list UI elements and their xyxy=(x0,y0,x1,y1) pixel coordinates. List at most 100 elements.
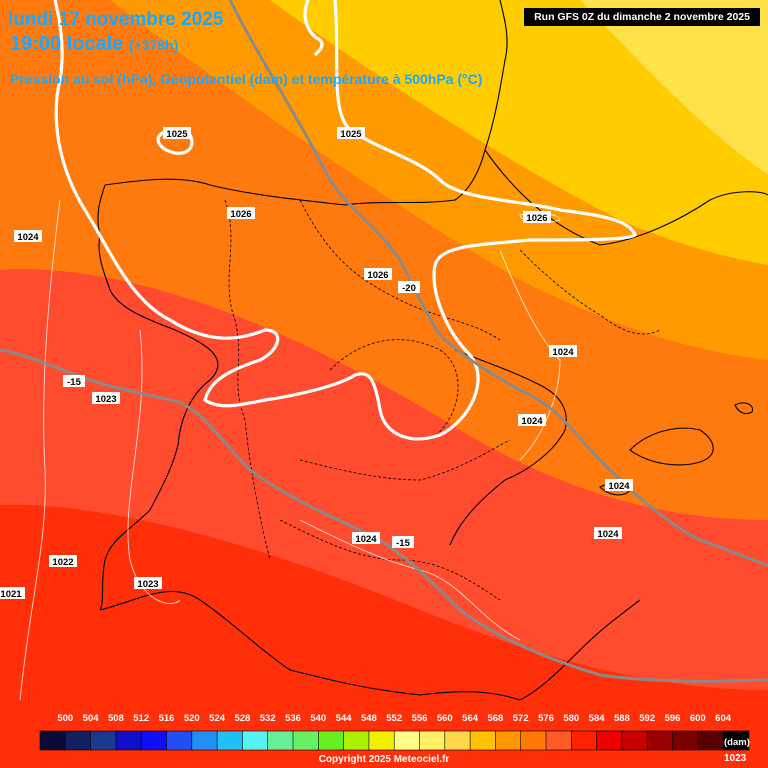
scale-label: 500 xyxy=(57,713,74,724)
scale-swatch xyxy=(343,730,370,751)
pressure-label-bg xyxy=(605,479,633,491)
scale-swatch xyxy=(520,730,547,751)
temperature-label: -20 xyxy=(402,283,416,294)
pressure-label-bg xyxy=(227,207,255,219)
pressure-label-bg xyxy=(92,392,120,404)
pressure-label: 1024 xyxy=(552,347,574,358)
scale-swatch xyxy=(621,730,649,751)
forecast-time: 19:00 locale (+378h) xyxy=(10,33,178,56)
pressure-label-bg xyxy=(352,532,380,544)
scale-label: 560 xyxy=(436,713,453,724)
forecast-offset: (+378h) xyxy=(128,37,179,53)
corner-value: 1023 xyxy=(724,753,747,764)
scale-swatch xyxy=(140,730,168,751)
scale-label: 600 xyxy=(689,713,706,724)
temperature-label-bg xyxy=(392,536,414,548)
pressure-label-bg xyxy=(364,268,392,280)
scale-label: 512 xyxy=(133,713,150,724)
scale-label: 508 xyxy=(107,713,124,724)
pressure-label-bg xyxy=(49,555,77,567)
color-scale xyxy=(39,730,750,751)
scale-swatch xyxy=(191,730,218,751)
scale-swatch xyxy=(166,730,193,751)
pressure-label: 1024 xyxy=(17,232,39,243)
scale-swatch xyxy=(545,730,573,751)
scale-label: 568 xyxy=(487,713,504,724)
scale-label: 580 xyxy=(563,713,580,724)
pressure-label-bg xyxy=(594,527,622,539)
scale-label: 556 xyxy=(411,713,428,724)
temperature-label-bg xyxy=(63,375,85,387)
scale-swatch xyxy=(292,730,320,751)
scale-swatch xyxy=(90,730,117,751)
scale-label: 596 xyxy=(664,713,681,724)
scale-swatch xyxy=(419,730,446,751)
scale-label: 572 xyxy=(512,713,529,724)
forecast-date: lundi 17 novembre 2025 xyxy=(8,9,224,30)
coastlines xyxy=(97,0,768,701)
scale-label: 520 xyxy=(183,713,200,724)
pressure-labels: 1025 1025 1026 1026 1026 1024 1024 1024 1024 1024… xyxy=(0,127,633,600)
scale-swatch xyxy=(368,730,395,751)
scale-label: 528 xyxy=(234,713,251,724)
scale-swatch xyxy=(469,730,497,751)
scale-swatch xyxy=(242,730,269,751)
pressure-label-bg xyxy=(549,345,577,357)
scale-unit: (dam) xyxy=(724,737,750,748)
copyright: Copyright 2025 Meteociel.fr xyxy=(318,754,450,765)
scale-label: 592 xyxy=(639,713,656,724)
scale-swatch xyxy=(697,730,724,751)
scale-label: 516 xyxy=(158,713,175,724)
pressure-label: 1026 xyxy=(230,209,251,220)
scale-label: 564 xyxy=(462,713,479,724)
scale-label: 584 xyxy=(588,713,605,724)
scale-swatch xyxy=(495,730,522,751)
scale-label: 548 xyxy=(360,713,377,724)
pressure-label-bg xyxy=(0,587,25,599)
pressure-label: 1024 xyxy=(608,481,630,492)
scale-label: 552 xyxy=(386,713,403,724)
pressure-label-bg xyxy=(134,577,162,589)
temperature-label: -15 xyxy=(67,377,81,388)
scale-label: 604 xyxy=(715,713,732,724)
scale-swatch xyxy=(444,730,471,751)
scale-swatch xyxy=(646,730,674,751)
pressure-label-bg xyxy=(337,127,365,139)
pressure-label-bg xyxy=(518,414,546,426)
scale-swatch xyxy=(393,730,421,751)
scale-swatch xyxy=(39,730,67,751)
pressure-label: 1025 xyxy=(340,129,362,140)
pressure-label: 1022 xyxy=(52,557,73,568)
scale-swatch xyxy=(65,730,92,751)
pressure-label: 1021 xyxy=(0,589,22,600)
pressure-label: 1026 xyxy=(526,213,547,224)
scale-label: 544 xyxy=(335,713,352,724)
run-info: Run GFS 0Z du dimanche 2 novembre 2025 xyxy=(524,8,760,26)
temperature-label: -15 xyxy=(396,538,410,549)
pressure-label: 1025 xyxy=(166,129,188,140)
scale-label: 576 xyxy=(538,713,554,724)
pressure-label: 1024 xyxy=(597,529,619,540)
scale-label: 540 xyxy=(310,713,327,724)
scale-label: 532 xyxy=(259,713,276,724)
scale-swatch xyxy=(115,730,143,751)
forecast-time-value: 19:00 locale xyxy=(10,33,124,55)
scale-swatch xyxy=(672,730,699,751)
scale-swatch xyxy=(722,730,750,751)
scale-swatch xyxy=(317,730,345,751)
temperature-labels: -20 -15 -15 xyxy=(63,281,420,549)
band-560 xyxy=(580,0,768,175)
pressure-label-bg xyxy=(523,211,551,223)
scale-label: 536 xyxy=(285,713,301,724)
pressure-label: 1023 xyxy=(95,394,116,405)
scale-swatch xyxy=(216,730,244,751)
pressure-label: 1026 xyxy=(367,270,388,281)
scale-label: 524 xyxy=(209,713,226,724)
pressure-label: 1024 xyxy=(521,416,543,427)
pressure-label-bg xyxy=(14,230,42,242)
band-564 xyxy=(270,0,768,265)
scale-label: 504 xyxy=(82,713,99,724)
scale-label: 588 xyxy=(613,713,630,724)
